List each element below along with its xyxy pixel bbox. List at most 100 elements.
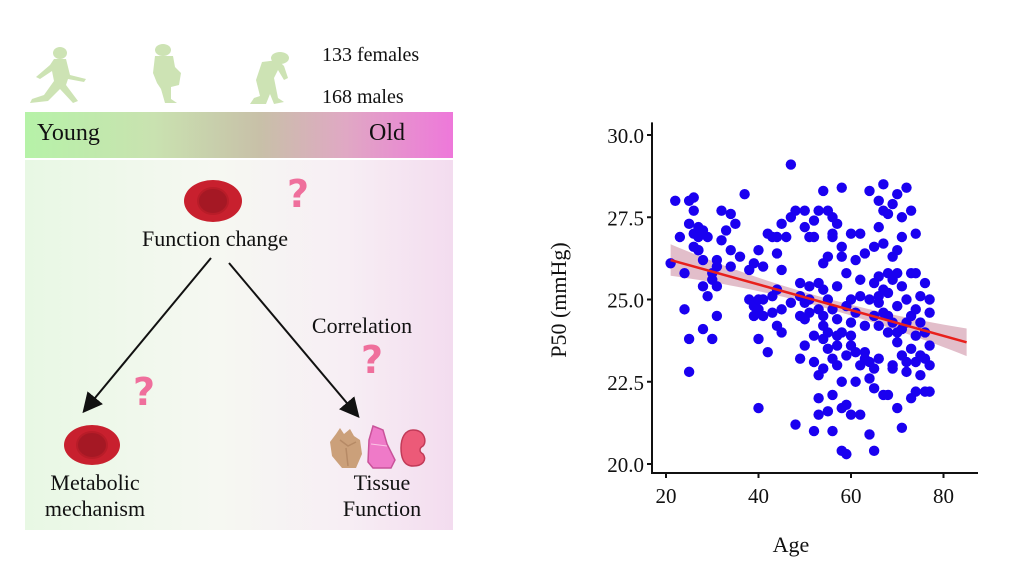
hypothesis-panel: ? Function change Correlation ? ? Metabo… [25, 160, 453, 530]
data-point [896, 212, 908, 223]
data-point [757, 310, 769, 322]
data-point [813, 409, 824, 420]
x-axis-label: Age [773, 532, 810, 557]
data-point [845, 228, 857, 239]
data-point [771, 248, 783, 259]
data-point [855, 274, 866, 285]
data-point [822, 327, 834, 338]
data-point [850, 254, 861, 266]
female-count: 133 females [322, 44, 420, 66]
data-point [836, 251, 847, 262]
data-point [822, 251, 834, 262]
data-point [785, 159, 797, 170]
data-point [882, 389, 894, 401]
data-point [882, 327, 894, 338]
old-label: Old [369, 120, 405, 146]
tissue-label-line2: Function [342, 496, 422, 521]
data-point [776, 218, 787, 230]
data-point [827, 231, 838, 243]
data-point [753, 333, 764, 345]
data-point [808, 231, 820, 243]
data-point [855, 228, 866, 239]
metabolic-label-line1: Metabolic [50, 470, 140, 495]
data-point [873, 291, 884, 302]
data-point [776, 327, 787, 338]
data-point [841, 399, 852, 410]
data-point [808, 215, 820, 226]
data-point [892, 327, 903, 338]
x-tick-label: 40 [748, 484, 769, 508]
question-mark-left: ? [133, 370, 156, 414]
data-point [818, 363, 829, 374]
data-point [831, 218, 843, 230]
data-point [882, 208, 894, 220]
data-point [720, 225, 732, 236]
lung-icon [367, 424, 396, 469]
data-point [813, 205, 824, 216]
data-point [711, 281, 723, 292]
kidney-icon [400, 429, 426, 467]
data-point [697, 323, 709, 335]
data-point [845, 330, 857, 341]
data-point [841, 448, 852, 460]
data-point [697, 281, 709, 292]
data-point [679, 267, 690, 279]
data-point [757, 261, 769, 272]
data-point [813, 393, 824, 404]
young-label: Young [37, 120, 100, 146]
data-point [697, 254, 709, 266]
data-point [864, 294, 875, 305]
data-point [901, 356, 912, 368]
data-point [831, 340, 843, 351]
data-point [799, 221, 810, 233]
heart-icon [330, 428, 362, 468]
data-point [878, 238, 889, 249]
data-point [873, 353, 884, 364]
data-point [683, 366, 695, 378]
data-point [753, 402, 764, 414]
data-point [841, 267, 852, 279]
data-point [831, 360, 843, 371]
data-point [734, 251, 746, 262]
data-point [896, 422, 908, 434]
data-point [915, 369, 926, 381]
question-mark-right: ? [361, 338, 384, 382]
data-point [753, 244, 764, 256]
data-point [818, 284, 829, 295]
data-point [855, 291, 866, 302]
data-point [878, 179, 889, 190]
x-tick-label: 20 [656, 484, 677, 508]
data-point [845, 317, 857, 328]
data-point [683, 333, 695, 345]
data-point [859, 320, 871, 332]
male-count: 168 males [322, 86, 404, 108]
y-tick-label: 22.5 [607, 371, 644, 395]
data-point [905, 205, 917, 216]
data-point [776, 264, 787, 276]
data-point [915, 291, 926, 302]
data-point [711, 254, 723, 266]
data-point [790, 419, 801, 430]
data-point [868, 363, 880, 374]
data-point [873, 320, 884, 332]
data-point [924, 386, 935, 397]
data-point [767, 307, 778, 318]
data-point [822, 343, 834, 355]
data-point [808, 330, 820, 341]
data-point [808, 356, 820, 368]
data-point [910, 267, 921, 279]
data-point [757, 294, 769, 305]
data-point [674, 231, 686, 243]
data-point [845, 409, 857, 420]
data-point [831, 314, 843, 325]
y-tick-label: 30.0 [607, 124, 644, 148]
elderly-person-icon [250, 52, 289, 104]
data-point [850, 346, 861, 358]
data-point [767, 231, 778, 243]
arrow-to-tissue [228, 262, 360, 419]
data-point [683, 218, 695, 230]
data-point [892, 402, 903, 414]
data-point [901, 182, 912, 193]
data-point [892, 244, 903, 256]
